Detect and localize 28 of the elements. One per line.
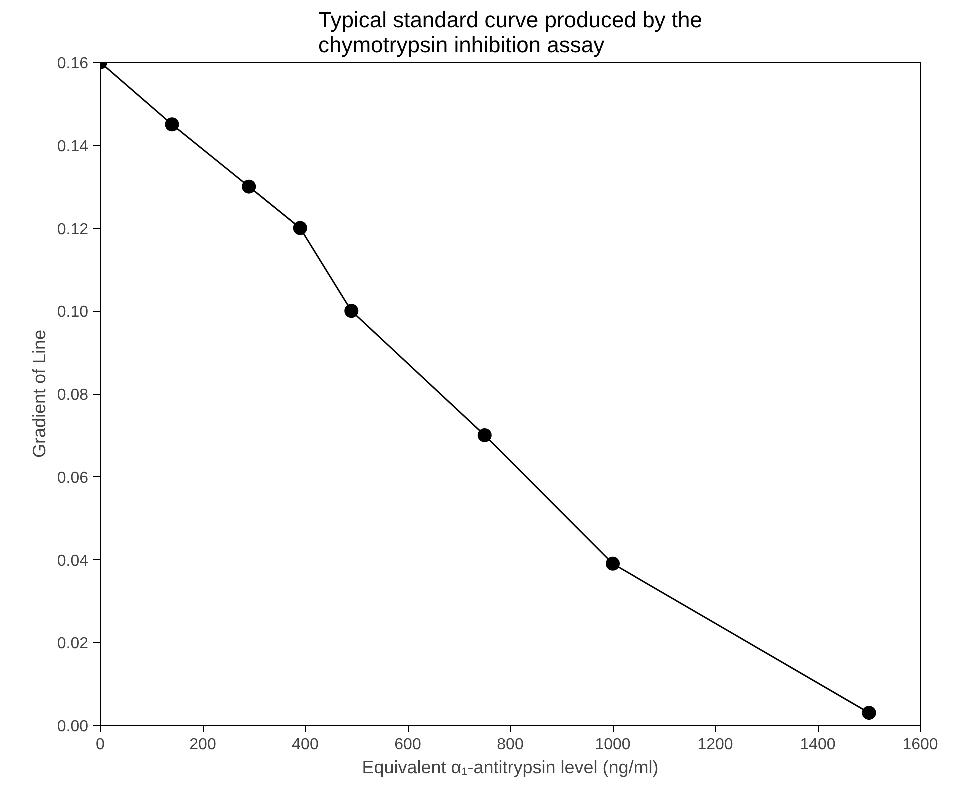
chart-title: Typical standard curve produced by the chymotrypsin inhibition assay bbox=[318, 8, 703, 58]
x-tick-label: 200 bbox=[190, 736, 216, 754]
point bbox=[478, 428, 492, 442]
x-axis-title: Equivalent α₁-antitrypsin level (ng/ml) bbox=[362, 758, 659, 778]
point bbox=[344, 304, 359, 318]
y-axis-title: Gradient of Line bbox=[29, 330, 50, 458]
x-tick-label: 1000 bbox=[595, 736, 631, 754]
y-tick-label: 0.16 bbox=[57, 56, 89, 72]
point bbox=[606, 556, 620, 571]
y-tick-label: 0.08 bbox=[57, 387, 89, 404]
y-tick-label: 0.12 bbox=[57, 221, 89, 238]
y-tick-label: 0.02 bbox=[57, 636, 89, 653]
y-tick-label: 0.00 bbox=[57, 718, 89, 736]
y-tick-label: 0.10 bbox=[57, 304, 89, 322]
x-tick-label: 0 bbox=[96, 736, 106, 754]
x-tick-label: 1200 bbox=[698, 736, 734, 754]
point bbox=[242, 180, 256, 194]
x-tick-label: 800 bbox=[497, 736, 524, 754]
y-tick-label: 0.14 bbox=[57, 138, 89, 156]
x-tick-label: 1400 bbox=[800, 736, 836, 754]
point bbox=[862, 706, 876, 720]
y-tick-label: 0.04 bbox=[57, 552, 89, 570]
y-tick-label: 0.06 bbox=[57, 470, 89, 487]
x-tick-label: 600 bbox=[394, 736, 422, 754]
point bbox=[165, 118, 180, 132]
x-tick-label: 400 bbox=[292, 736, 319, 754]
point bbox=[293, 221, 308, 236]
x-tick-label: 1600 bbox=[902, 736, 938, 754]
